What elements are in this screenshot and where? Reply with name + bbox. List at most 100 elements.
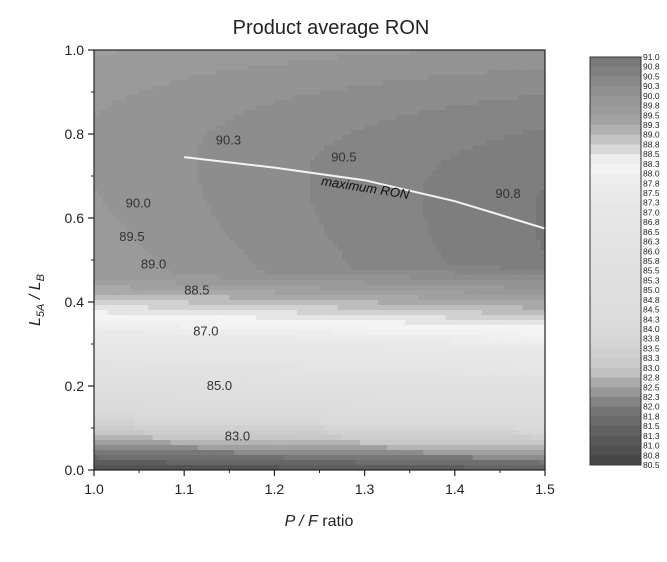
contour-cell	[287, 440, 294, 446]
contour-cell	[283, 310, 289, 316]
contour-cell	[134, 375, 140, 381]
contour-cell	[256, 250, 262, 256]
contour-cell	[94, 365, 100, 371]
contour-cell	[269, 340, 275, 346]
contour-cell	[251, 85, 257, 91]
contour-cell	[211, 340, 217, 346]
contour-cell	[351, 425, 357, 431]
contour-cell	[152, 240, 158, 246]
contour-cell	[319, 115, 325, 121]
contour-cell	[292, 420, 298, 426]
contour-cell	[305, 180, 312, 186]
contour-cell	[269, 80, 275, 86]
contour-cell	[333, 365, 339, 371]
contour-cell	[305, 230, 312, 236]
contour-cell	[143, 55, 149, 61]
contour-cell	[242, 205, 248, 211]
contour-cell	[260, 425, 266, 431]
contour-cell	[166, 220, 172, 226]
contour-cell	[188, 360, 194, 366]
contour-cell	[170, 270, 176, 276]
contour-cell	[328, 50, 334, 56]
contour-cell	[328, 65, 334, 71]
contour-cell	[274, 415, 280, 421]
contour-cell	[355, 290, 361, 296]
contour-cell	[193, 305, 199, 311]
contour-cell	[233, 170, 239, 176]
contour-cell	[202, 400, 208, 406]
contour-cell	[184, 285, 190, 291]
contour-cell	[157, 385, 163, 391]
contour-cell	[247, 130, 253, 136]
contour-cell	[148, 225, 154, 231]
contour-cell	[125, 65, 131, 71]
contour-cell	[220, 120, 226, 126]
contour-cell	[206, 190, 212, 196]
contour-cell	[355, 155, 361, 161]
contour-cell	[134, 210, 140, 216]
contour-cell	[296, 180, 303, 186]
contour-cell	[215, 310, 221, 316]
contour-cell	[188, 50, 194, 56]
contour-cell	[170, 80, 176, 86]
contour-cell	[324, 230, 330, 236]
contour-cell	[283, 85, 289, 91]
contour-cell	[103, 165, 109, 171]
contour-cell	[224, 120, 230, 126]
contour-cell	[157, 450, 163, 456]
contour-cell	[130, 420, 136, 426]
contour-cell	[170, 90, 176, 96]
contour-cell	[328, 405, 334, 411]
contour-cell	[269, 140, 275, 146]
contour-cell	[170, 390, 176, 396]
contour-cell	[283, 175, 289, 181]
contour-cell	[242, 125, 248, 131]
contour-cell	[238, 370, 244, 376]
contour-cell	[251, 315, 257, 321]
contour-cell	[342, 460, 348, 466]
contour-cell	[197, 270, 203, 276]
contour-cell	[224, 180, 230, 186]
contour-cell	[112, 125, 118, 131]
contour-cell	[94, 210, 100, 216]
contour-cell	[188, 130, 194, 136]
contour-cell	[319, 70, 325, 76]
contour-cell	[134, 200, 140, 206]
contour-cell	[314, 70, 321, 76]
contour-cell	[139, 110, 145, 116]
contour-cell	[233, 115, 239, 121]
contour-cell	[351, 245, 357, 251]
contour-cell	[229, 310, 235, 316]
contour-cell	[134, 235, 140, 241]
contour-cell	[103, 285, 109, 291]
contour-cell	[238, 295, 244, 301]
contour-cell	[360, 50, 366, 56]
contour-cell	[324, 435, 330, 441]
contour-cell	[278, 210, 285, 216]
contour-cell	[346, 140, 352, 146]
contour-cell	[220, 60, 226, 66]
contour-cell	[269, 285, 275, 291]
contour-cell	[116, 175, 122, 181]
contour-cell	[130, 395, 136, 401]
contour-cell	[98, 115, 104, 121]
contour-cell	[143, 350, 149, 356]
contour-cell	[342, 425, 348, 431]
contour-cell	[157, 175, 163, 181]
contour-cell	[305, 435, 312, 441]
contour-cell	[206, 125, 212, 131]
contour-cell	[324, 280, 330, 286]
contour-cell	[274, 315, 280, 321]
contour-cell	[197, 455, 203, 461]
contour-cell	[215, 85, 221, 91]
contour-cell	[324, 325, 330, 331]
contour-cell	[184, 445, 190, 451]
contour-cell	[292, 90, 298, 96]
contour-cell	[220, 345, 226, 351]
contour-cell	[296, 380, 303, 386]
contour-cell	[148, 70, 154, 76]
contour-cell	[305, 125, 312, 131]
contour-cell	[134, 300, 140, 306]
contour-cell	[346, 285, 352, 291]
contour-cell	[229, 455, 235, 461]
